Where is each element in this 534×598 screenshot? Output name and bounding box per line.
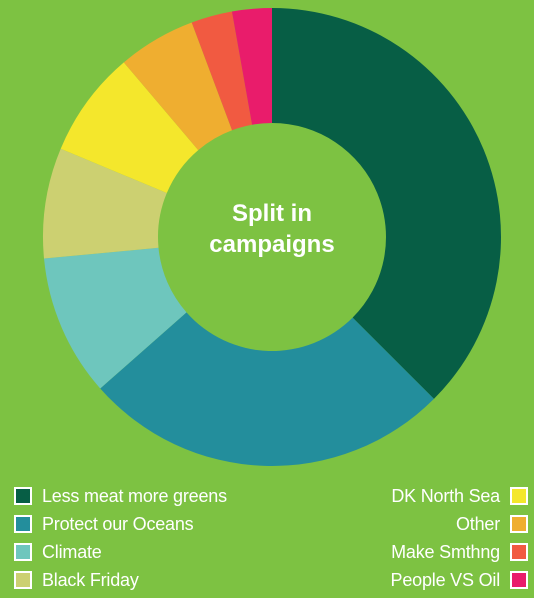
legend-label-dk-north-sea: DK North Sea — [391, 485, 500, 506]
legend-label-protect-our-oceans: Protect our Oceans — [42, 513, 194, 534]
legend-item-make-smthng: Make Smthng — [391, 538, 528, 566]
legend-label-black-friday: Black Friday — [42, 569, 139, 590]
legend-swatch-dk-north-sea — [510, 487, 528, 505]
legend-label-people-vs-oil: People VS Oil — [390, 569, 501, 590]
legend-swatch-protect-our-oceans — [14, 515, 32, 533]
legend-swatch-less-meat-more-greens — [14, 487, 32, 505]
legend-swatch-climate — [14, 543, 32, 561]
legend-label-other: Other — [455, 513, 500, 534]
slice-less-meat-more-greens — [272, 8, 502, 399]
legend-left: Less meat more greens Protect our Oceans… — [14, 482, 227, 594]
slice-other — [123, 22, 233, 151]
legend-swatch-people-vs-oil — [510, 571, 528, 589]
slice-people-vs-oil — [231, 8, 272, 125]
legend-item-black-friday: Black Friday — [14, 566, 227, 594]
legend-swatch-make-smthng — [510, 543, 528, 561]
slice-dk-north-sea — [60, 62, 199, 194]
legend-item-less-meat-more-greens: Less meat more greens — [14, 482, 227, 510]
slice-protect-our-oceans — [100, 312, 434, 466]
legend-swatch-black-friday — [14, 571, 32, 589]
legend-item-climate: Climate — [14, 538, 227, 566]
legend-item-protect-our-oceans: Protect our Oceans — [14, 510, 227, 538]
legend-item-people-vs-oil: People VS Oil — [391, 566, 528, 594]
legend-label-less-meat-more-greens: Less meat more greens — [42, 485, 227, 506]
legend-item-dk-north-sea: DK North Sea — [391, 482, 528, 510]
legend-swatch-other — [510, 515, 528, 533]
chart-title: Split in campaigns — [209, 200, 335, 258]
donut-chart — [43, 8, 502, 466]
slice-black-friday — [43, 148, 167, 259]
legend-item-other: Other — [391, 510, 528, 538]
legend-right: DK North Sea Other Make Smthng People VS… — [391, 482, 528, 594]
slice-make-smthng — [191, 11, 253, 131]
slice-climate — [44, 247, 187, 389]
legend-label-climate: Climate — [42, 541, 102, 562]
legend-label-make-smthng: Make Smthng — [391, 541, 500, 562]
